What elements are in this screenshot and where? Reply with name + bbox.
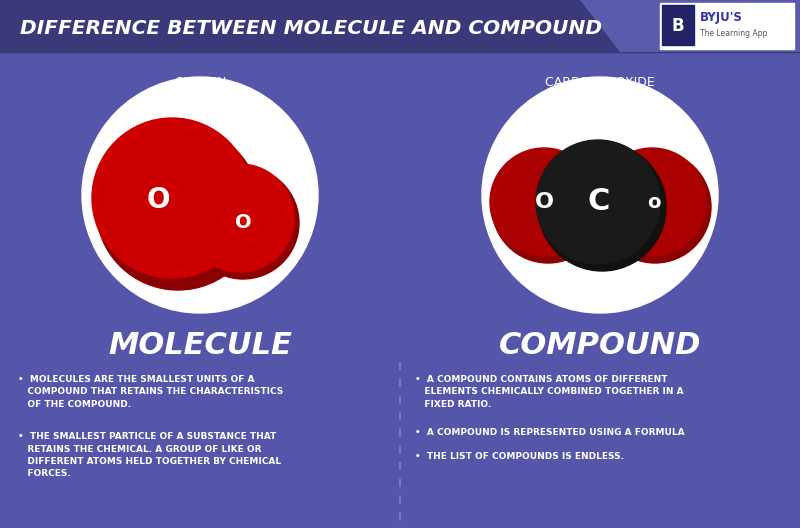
Text: •  THE LIST OF COMPOUNDS IS ENDLESS.: • THE LIST OF COMPOUNDS IS ENDLESS. [415,452,624,461]
Text: BYJU'S: BYJU'S [700,12,743,24]
Text: •  MOLECULES ARE THE SMALLEST UNITS OF A
   COMPOUND THAT RETAINS THE CHARACTERI: • MOLECULES ARE THE SMALLEST UNITS OF A … [18,375,283,409]
Circle shape [92,118,252,278]
Text: B: B [672,17,684,35]
Circle shape [536,140,660,264]
Text: •  A COMPOUND CONTAINS ATOMS OF DIFFERENT
   ELEMENTS CHEMICALLY COMBINED TOGETH: • A COMPOUND CONTAINS ATOMS OF DIFFERENT… [415,375,684,409]
Text: o: o [647,193,661,212]
Text: •  A COMPOUND IS REPRESENTED USING A FORMULA: • A COMPOUND IS REPRESENTED USING A FORM… [415,428,685,437]
Text: The Learning App: The Learning App [700,29,767,37]
Text: MOLECULE: MOLECULE [108,331,292,360]
Text: CARBON DIOXIDE: CARBON DIOXIDE [545,76,655,89]
Text: DIFFERENCE BETWEEN MOLECULE AND COMPOUND: DIFFERENCE BETWEEN MOLECULE AND COMPOUND [20,18,602,37]
Circle shape [538,143,666,271]
Text: O: O [534,192,554,212]
Circle shape [82,77,318,313]
Circle shape [598,148,706,256]
Circle shape [599,151,711,263]
Text: O: O [234,212,251,231]
Text: C: C [588,187,610,216]
Text: COMPOUND: COMPOUND [498,331,702,360]
Text: •  THE SMALLEST PARTICLE OF A SUBSTANCE THAT
   RETAINS THE CHEMICAL. A GROUP OF: • THE SMALLEST PARTICLE OF A SUBSTANCE T… [18,432,281,478]
Bar [0,0,800,52]
Text: O: O [146,186,170,214]
Text: OXYGEN: OXYGEN [174,76,226,89]
Circle shape [187,167,299,279]
Bar [660,3,794,49]
Polygon shape [580,0,800,52]
Circle shape [186,164,294,272]
Circle shape [96,126,260,290]
Circle shape [490,148,598,256]
Circle shape [482,77,718,313]
Bar [662,5,694,45]
Circle shape [492,151,604,263]
